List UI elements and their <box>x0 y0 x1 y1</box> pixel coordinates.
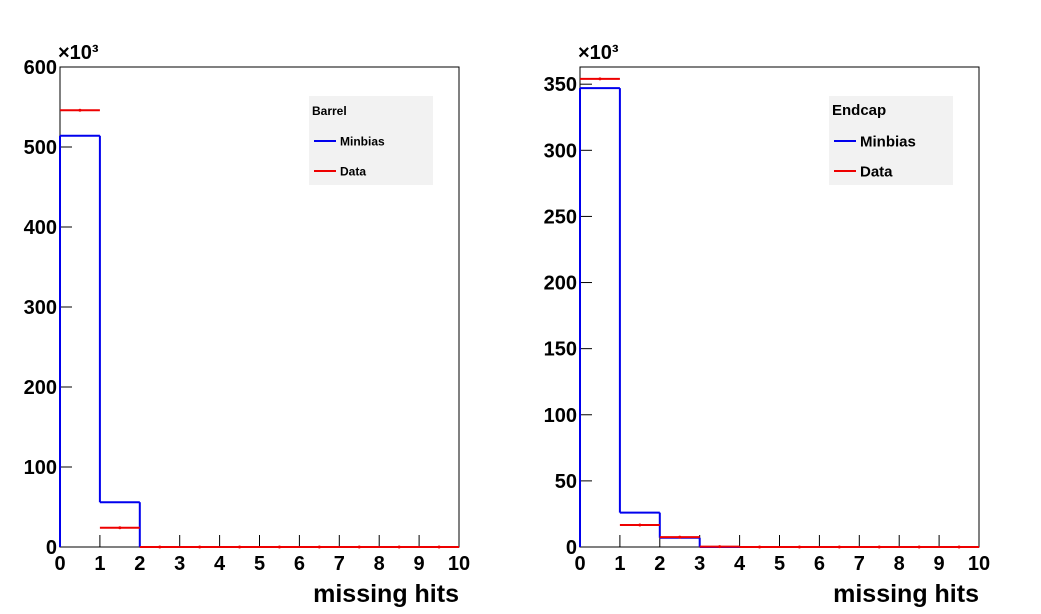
x-tick-label: 9 <box>934 553 945 575</box>
legend-label: Data <box>860 164 893 181</box>
data-point <box>198 545 202 549</box>
y-tick-label: 300 <box>24 297 57 319</box>
y-tick-label: 50 <box>555 471 577 493</box>
x-tick-label: 1 <box>614 553 625 575</box>
y-tick-label: 300 <box>544 140 577 162</box>
data-point <box>238 545 242 549</box>
data-point <box>397 545 401 549</box>
x-tick-label: 6 <box>294 553 305 575</box>
data-point <box>437 545 441 549</box>
data-point <box>837 545 841 549</box>
data-point <box>957 545 961 549</box>
data-point <box>277 545 281 549</box>
y-tick-label: 600 <box>24 57 57 79</box>
x-tick-label: 9 <box>414 553 425 575</box>
data-point <box>357 545 361 549</box>
y-tick-label: 150 <box>544 339 577 361</box>
data-point <box>118 526 122 530</box>
data-point <box>158 545 162 549</box>
data-point <box>78 108 82 112</box>
x-tick-label: 3 <box>174 553 185 575</box>
legend-label: Minbias <box>860 134 916 151</box>
x-tick-label: 4 <box>214 553 226 575</box>
data-point <box>877 545 881 549</box>
x-tick-label: 0 <box>54 553 65 575</box>
x-axis-label: missing hits <box>313 580 459 608</box>
axis-multiplier: ×10³ <box>578 42 619 64</box>
x-tick-label: 8 <box>374 553 385 575</box>
y-tick-label: 350 <box>544 74 577 96</box>
x-tick-label: 7 <box>854 553 865 575</box>
data-point <box>638 523 642 527</box>
data-point <box>797 545 801 549</box>
legend-label: Data <box>340 165 366 179</box>
x-tick-label: 2 <box>654 553 665 575</box>
x-tick-label: 0 <box>574 553 585 575</box>
x-tick-label: 10 <box>448 553 470 575</box>
y-tick-label: 200 <box>24 377 57 399</box>
x-tick-label: 8 <box>894 553 905 575</box>
data-point <box>598 77 602 81</box>
x-axis-label: missing hits <box>833 580 979 608</box>
legend-label: Minbias <box>340 135 385 149</box>
y-tick-label: 500 <box>24 137 57 159</box>
data-point <box>718 545 722 549</box>
y-tick-label: 100 <box>24 457 57 479</box>
y-tick-label: 400 <box>24 217 57 239</box>
y-tick-label: 0 <box>566 537 577 559</box>
data-point <box>317 545 321 549</box>
x-tick-label: 6 <box>814 553 825 575</box>
data-point <box>758 545 762 549</box>
x-tick-label: 4 <box>734 553 746 575</box>
x-tick-label: 3 <box>694 553 705 575</box>
y-tick-label: 250 <box>544 206 577 228</box>
data-point <box>678 535 682 539</box>
axis-multiplier: ×10³ <box>58 42 99 64</box>
x-tick-label: 1 <box>94 553 105 575</box>
y-tick-label: 200 <box>544 273 577 295</box>
y-tick-label: 0 <box>46 537 57 559</box>
x-tick-label: 10 <box>968 553 990 575</box>
legend-title: Barrel <box>312 104 347 118</box>
legend-title: Endcap <box>832 102 886 119</box>
x-tick-label: 5 <box>774 553 785 575</box>
x-tick-label: 7 <box>334 553 345 575</box>
x-tick-label: 2 <box>134 553 145 575</box>
data-point <box>917 545 921 549</box>
y-tick-label: 100 <box>544 405 577 427</box>
x-tick-label: 5 <box>254 553 265 575</box>
